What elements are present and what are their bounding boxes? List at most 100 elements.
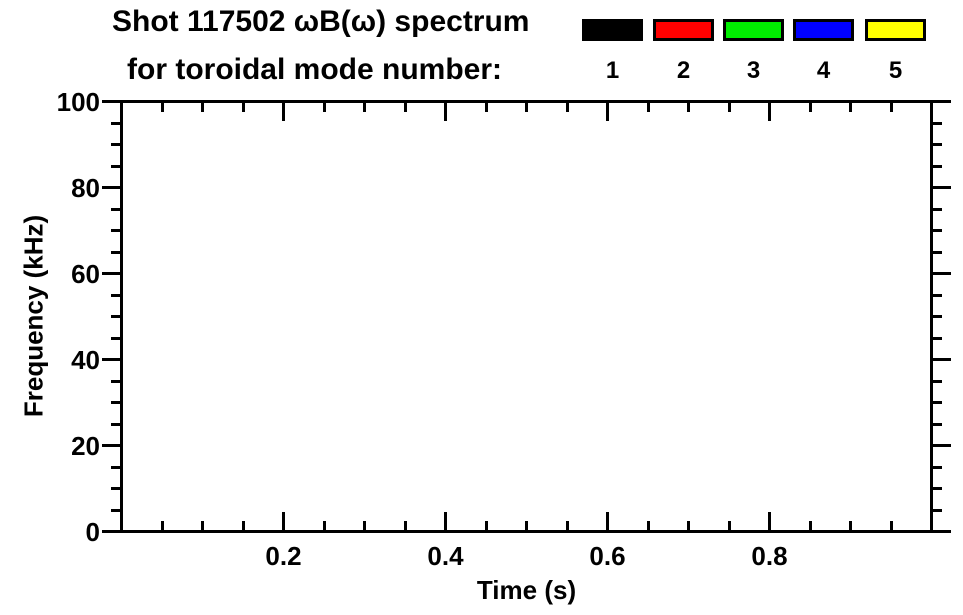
legend-label-mode-2: 2	[676, 57, 691, 84]
y-minor-tick-right	[933, 508, 942, 512]
y-minor-tick-right	[933, 164, 942, 168]
y-minor-tick-right	[933, 336, 942, 340]
y-major-tick	[102, 358, 120, 361]
x-minor-tick	[727, 521, 731, 530]
plot-area	[120, 100, 933, 533]
y-major-tick	[102, 186, 120, 189]
x-tick-label: 0.2	[265, 541, 302, 571]
x-major-tick	[282, 512, 285, 530]
x-major-tick	[606, 512, 609, 530]
x-minor-tick	[403, 521, 407, 530]
x-minor-tick-top	[646, 103, 650, 112]
x-minor-tick	[201, 521, 204, 530]
x-minor-tick	[889, 521, 893, 530]
x-minor-tick	[363, 521, 366, 530]
y-minor-tick	[111, 229, 120, 232]
x-major-tick-top	[282, 103, 285, 121]
y-minor-tick-right	[933, 293, 942, 297]
y-minor-tick	[111, 401, 120, 404]
y-minor-tick	[111, 164, 120, 168]
y-minor-tick-right	[933, 487, 942, 490]
y-axis-title: Frequency (kHz)	[18, 214, 49, 418]
x-minor-tick-top	[241, 103, 245, 112]
x-minor-tick-top	[808, 103, 812, 112]
y-minor-tick	[111, 422, 120, 426]
x-major-tick	[444, 512, 447, 530]
legend-label-mode-4: 4	[816, 57, 831, 84]
x-tick-label: 0.6	[589, 541, 626, 571]
x-minor-tick	[646, 521, 650, 530]
x-minor-tick-top	[322, 103, 326, 112]
x-minor-tick-top	[403, 103, 407, 112]
y-tick-label: 40	[71, 344, 100, 375]
x-minor-tick	[160, 521, 164, 530]
legend-swatch-mode-3	[723, 19, 784, 41]
y-tick-label: 20	[71, 430, 100, 461]
y-major-tick-right	[933, 444, 951, 447]
y-minor-tick-right	[933, 315, 942, 318]
y-minor-tick	[111, 487, 120, 490]
y-tick-label: 100	[56, 86, 100, 117]
x-minor-tick	[849, 521, 852, 530]
y-minor-tick-right	[933, 422, 942, 426]
y-minor-tick	[111, 121, 120, 125]
y-minor-tick	[111, 293, 120, 297]
y-minor-tick	[111, 143, 120, 146]
y-minor-tick-right	[933, 207, 942, 211]
y-minor-tick-right	[933, 121, 942, 125]
x-minor-tick-top	[849, 103, 852, 112]
x-major-tick-top	[606, 103, 609, 121]
y-minor-tick	[111, 465, 120, 469]
plot-title-line2: for toroidal mode number:	[127, 53, 502, 86]
y-major-tick-right	[933, 272, 951, 275]
y-minor-tick-right	[933, 229, 942, 232]
x-tick-label: 0.8	[751, 541, 788, 571]
y-major-tick-right	[933, 100, 951, 103]
y-minor-tick	[111, 207, 120, 211]
legend-label-mode-1: 1	[605, 57, 620, 84]
y-minor-tick	[111, 250, 120, 254]
x-minor-tick-top	[484, 103, 488, 112]
y-major-tick	[102, 272, 120, 275]
legend-swatch-mode-1	[582, 19, 643, 41]
y-major-tick-right	[933, 530, 951, 533]
y-minor-tick-right	[933, 401, 942, 404]
x-minor-tick-top	[565, 103, 569, 112]
y-major-tick	[102, 100, 120, 103]
x-tick-label: 0.4	[427, 541, 464, 571]
plot-title-line1: Shot 117502 ωB(ω) spectrum	[112, 5, 530, 38]
y-major-tick-right	[933, 186, 951, 189]
x-minor-tick	[525, 521, 528, 530]
x-minor-tick	[565, 521, 569, 530]
y-minor-tick	[111, 508, 120, 512]
x-minor-tick-top	[889, 103, 893, 112]
x-minor-tick-top	[363, 103, 366, 112]
legend-swatch-mode-5	[865, 19, 926, 41]
x-axis-title: Time (s)	[476, 575, 577, 605]
y-major-tick	[102, 530, 120, 533]
y-minor-tick-right	[933, 379, 942, 383]
x-major-tick	[768, 512, 771, 530]
x-minor-tick-top	[160, 103, 164, 112]
y-major-tick	[102, 444, 120, 447]
y-minor-tick-right	[933, 143, 942, 146]
legend-swatch-mode-2	[653, 19, 714, 41]
legend-label-mode-3: 3	[746, 57, 761, 84]
y-minor-tick-right	[933, 465, 942, 469]
y-tick-label: 60	[71, 258, 100, 289]
x-minor-tick-top	[727, 103, 731, 112]
x-minor-tick	[808, 521, 812, 530]
x-major-tick-top	[768, 103, 771, 121]
x-minor-tick	[241, 521, 245, 530]
y-major-tick-right	[933, 358, 951, 361]
y-tick-label: 80	[71, 172, 100, 203]
x-minor-tick-top	[525, 103, 528, 112]
x-minor-tick	[322, 521, 326, 530]
x-minor-tick-top	[687, 103, 690, 112]
x-major-tick-top	[444, 103, 447, 121]
x-minor-tick-top	[201, 103, 204, 112]
y-minor-tick	[111, 336, 120, 340]
y-minor-tick	[111, 379, 120, 383]
y-minor-tick-right	[933, 250, 942, 254]
